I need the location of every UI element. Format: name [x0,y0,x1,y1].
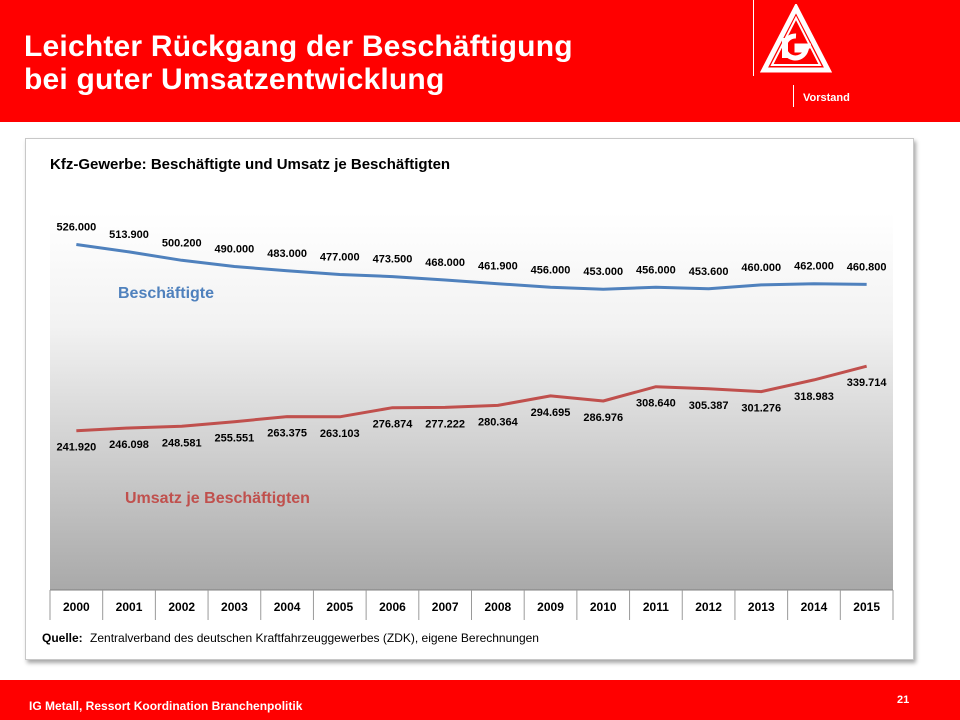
data-label: 456.000 [636,264,676,276]
x-tick-label: 2006 [379,600,406,614]
data-label: 490.000 [215,244,255,256]
data-label: 241.920 [56,442,96,454]
data-label: 280.364 [478,416,519,428]
data-label: 453.000 [583,266,623,278]
page-number: 21 [897,694,910,706]
data-label: 513.900 [109,229,149,241]
data-label: 277.222 [425,418,465,430]
logo-divider [753,0,754,76]
data-label: 460.000 [741,262,781,274]
series-line [76,364,868,433]
chart-title: Kfz-Gewerbe: Beschäftigte und Umsatz je … [50,156,450,173]
ig-metall-logo-icon [760,4,832,73]
footer-text: IG Metall, Ressort Koordination Branchen… [29,699,303,713]
series-line [76,243,867,291]
source-label: Quelle: [42,631,83,645]
x-tick-label: 2012 [695,600,722,614]
data-label: 286.976 [583,412,623,424]
data-label: 453.600 [689,266,729,278]
data-label: 462.000 [794,261,834,273]
data-label: 308.640 [636,398,676,410]
source-note: Quelle: Zentralverband des deutschen Kra… [42,631,539,645]
data-label: 500.200 [162,237,202,249]
x-tick-label: 2007 [432,600,459,614]
x-tick-label: 2009 [537,600,564,614]
source-text: Zentralverband des deutschen Kraftfahrze… [90,631,539,645]
x-tick-label: 2015 [853,600,880,614]
line-chart: Kfz-Gewerbe: Beschäftigte und Umsatz je … [42,156,894,645]
x-tick-label: 2004 [274,600,301,614]
data-label: 461.900 [478,261,518,273]
data-label: 301.276 [741,403,781,415]
data-label: 263.375 [267,428,307,440]
data-label: 473.500 [373,254,413,266]
page-title-line1: Leichter Rückgang der Beschäftigung [24,30,573,63]
data-label: 255.551 [215,433,255,445]
data-label: 246.098 [109,439,149,451]
x-tick-label: 2003 [221,600,248,614]
data-label: 468.000 [425,257,465,269]
data-label: 294.695 [531,407,571,419]
data-label: 456.000 [531,264,571,276]
vorstand-divider [793,85,794,107]
series-label: Beschäftigte [118,285,214,302]
data-label: 477.000 [320,251,360,263]
x-tick-label: 2008 [484,600,511,614]
x-tick-label: 2005 [326,600,353,614]
x-tick-label: 2000 [63,600,90,614]
x-tick-label: 2014 [801,600,828,614]
footer-bar: IG Metall, Ressort Koordination Branchen… [0,680,960,720]
header-bar: Leichter Rückgang der Beschäftigung bei … [0,0,960,122]
page-title: Leichter Rückgang der Beschäftigung bei … [24,30,573,96]
x-tick-label: 2001 [116,600,143,614]
x-tick-label: 2011 [643,600,669,614]
chart-frame: Kfz-Gewerbe: Beschäftigte und Umsatz je … [25,138,914,660]
data-label: 248.581 [162,437,202,449]
page-title-line2: bei guter Umsatzentwicklung [24,63,445,96]
plot-area [50,213,893,590]
data-label: 526.000 [56,221,96,233]
data-label: 483.000 [267,248,307,260]
data-label: 276.874 [373,419,414,431]
data-label: 339.714 [847,377,888,389]
data-label: 460.800 [847,261,887,273]
series-label: Umsatz je Beschäftigten [125,490,310,507]
x-tick-label: 2010 [590,600,617,614]
data-label: 305.387 [689,400,729,412]
x-tick-label: 2002 [168,600,195,614]
x-tick-label: 2013 [748,600,775,614]
org-unit-label: Vorstand [803,92,850,104]
data-label: 263.103 [320,428,360,440]
data-label: 318.983 [794,391,834,403]
